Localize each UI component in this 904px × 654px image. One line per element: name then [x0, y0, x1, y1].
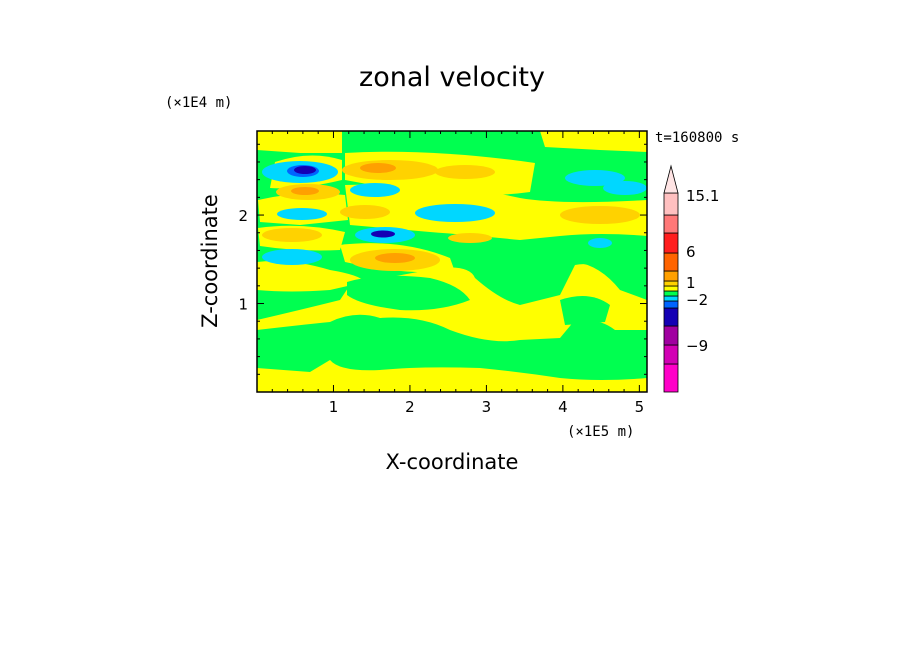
- x-unit-label: (×1E5 m): [567, 424, 634, 440]
- y-tick-label: 1: [238, 296, 248, 314]
- colorbar-segment: [663, 325, 679, 346]
- colorbar-segment: [663, 290, 679, 297]
- contour-field: [257, 131, 647, 392]
- positive-cell: [340, 205, 390, 219]
- negative-core: [294, 166, 316, 174]
- colorbar-segment: [663, 285, 679, 292]
- time-label: t=160800 s: [655, 130, 739, 146]
- colorbar-label: 15.1: [686, 187, 719, 205]
- negative-core: [371, 230, 395, 238]
- negative-cell: [588, 238, 612, 248]
- colorbar-segment: [663, 252, 679, 272]
- green-region: [347, 275, 470, 311]
- yellow-region: [257, 261, 365, 292]
- yellow-region: [345, 184, 647, 240]
- green-region: [560, 296, 610, 325]
- negative-cell: [262, 249, 322, 265]
- colorbar-label: −9: [686, 337, 708, 355]
- negative-cell: [350, 183, 400, 197]
- colorbar-segment: [663, 363, 679, 393]
- x-tick-label: 1: [329, 398, 339, 416]
- colorbar-segment: [663, 232, 679, 254]
- colorbar: 15.1 6 1−2 −9: [663, 164, 719, 393]
- positive-cell: [435, 165, 495, 179]
- y-axis-label: Z-coordinate: [198, 194, 222, 328]
- tick-labels: 1 2 3 4 5 1 2: [238, 207, 644, 416]
- yellow-region: [540, 131, 647, 152]
- y-unit-label: (×1E4 m): [165, 95, 232, 111]
- colorbar-segment: [663, 344, 679, 365]
- colorbar-segment: [663, 295, 679, 302]
- colorbar-extend-arrow: [663, 164, 679, 194]
- colorbar-segment: [663, 300, 679, 309]
- yellow-region: [257, 131, 342, 153]
- negative-cell: [415, 204, 495, 222]
- plot-frame: [256, 130, 648, 393]
- colorbar-label: 6: [686, 243, 696, 261]
- negative-cell: [603, 181, 647, 195]
- x-tick-label: 3: [482, 398, 492, 416]
- negative-cell: [565, 170, 625, 186]
- x-tick-label: 5: [635, 398, 645, 416]
- positive-cell: [262, 228, 322, 242]
- colorbar-segment: [663, 307, 679, 327]
- positive-core: [291, 187, 319, 195]
- positive-core: [375, 253, 415, 263]
- colorbar-segment: [663, 192, 679, 216]
- positive-cell: [448, 233, 492, 243]
- colorbar-label: 1: [686, 274, 696, 292]
- colorbar-segment: [663, 280, 679, 287]
- positive-cell: [560, 206, 640, 224]
- colorbar-segment: [663, 270, 679, 282]
- chart-title: zonal velocity: [359, 62, 545, 93]
- green-region: [257, 314, 647, 380]
- y-tick-label: 2: [238, 207, 248, 225]
- colorbar-label: −2: [686, 291, 708, 309]
- green-region: [475, 239, 647, 300]
- axis-ticks: [257, 131, 647, 392]
- x-axis-label: X-coordinate: [386, 450, 519, 474]
- negative-cell: [277, 208, 327, 220]
- positive-core: [360, 163, 396, 173]
- colorbar-segment: [663, 214, 679, 234]
- x-tick-label: 2: [405, 398, 415, 416]
- x-tick-label: 4: [558, 398, 568, 416]
